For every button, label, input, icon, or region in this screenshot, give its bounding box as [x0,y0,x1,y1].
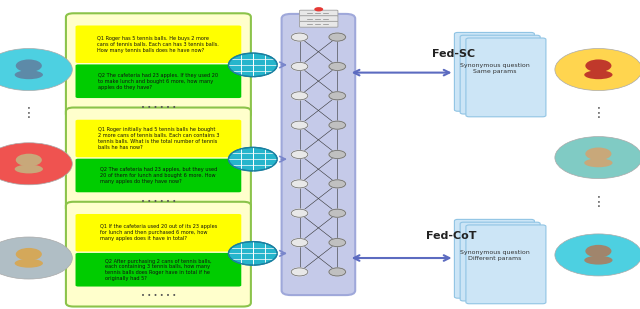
Text: ⋮: ⋮ [22,106,36,120]
FancyBboxPatch shape [466,225,546,304]
Circle shape [586,147,611,160]
FancyBboxPatch shape [282,14,355,295]
Circle shape [329,121,346,129]
Text: ⋮: ⋮ [591,106,605,120]
FancyBboxPatch shape [454,32,534,111]
Circle shape [291,180,308,188]
FancyBboxPatch shape [460,35,540,114]
Ellipse shape [15,165,43,173]
Text: Q2 The cafeteria had 23 apples, but they used
20 of them for lunch and bought 6 : Q2 The cafeteria had 23 apples, but they… [100,167,217,184]
Circle shape [228,147,277,171]
Circle shape [329,209,346,217]
Circle shape [16,154,42,166]
FancyBboxPatch shape [66,108,251,212]
FancyBboxPatch shape [466,38,546,117]
Circle shape [329,33,346,41]
FancyBboxPatch shape [66,13,251,118]
Text: • • • • • •: • • • • • • [141,104,176,111]
Ellipse shape [584,70,612,79]
Circle shape [586,59,611,72]
FancyBboxPatch shape [66,202,251,307]
Text: ⋮: ⋮ [591,195,605,210]
Circle shape [329,150,346,159]
Circle shape [0,237,72,279]
Circle shape [16,248,42,260]
Circle shape [555,137,640,179]
FancyBboxPatch shape [76,26,241,63]
FancyBboxPatch shape [76,159,241,192]
Text: • • • • • •: • • • • • • [141,293,176,299]
Circle shape [291,121,308,129]
Circle shape [0,49,72,91]
Circle shape [291,150,308,159]
Circle shape [291,268,308,276]
FancyBboxPatch shape [76,214,241,252]
Circle shape [291,62,308,70]
FancyBboxPatch shape [300,21,338,27]
Ellipse shape [584,159,612,167]
Text: Q2 After purchasing 2 cans of tennis balls,
each containing 3 tennis balls, how : Q2 After purchasing 2 cans of tennis bal… [105,259,212,281]
FancyBboxPatch shape [76,253,241,286]
Circle shape [555,49,640,91]
FancyBboxPatch shape [76,120,241,157]
Text: LLM: LLM [307,18,330,28]
Circle shape [555,234,640,276]
Circle shape [314,7,323,11]
FancyBboxPatch shape [300,10,338,16]
Circle shape [586,245,611,257]
Text: Q1 If the cafeteria used 20 out of its 23 apples
for lunch and then purchased 6 : Q1 If the cafeteria used 20 out of its 2… [100,224,217,241]
Circle shape [291,33,308,41]
FancyBboxPatch shape [300,16,338,22]
Circle shape [329,62,346,70]
Circle shape [228,242,277,265]
Circle shape [0,143,72,185]
Text: Synonymous question
Same params: Synonymous question Same params [460,63,529,74]
Circle shape [291,92,308,100]
Circle shape [291,239,308,247]
Circle shape [228,53,277,77]
Circle shape [291,209,308,217]
Text: Fed-SC: Fed-SC [432,49,475,59]
FancyBboxPatch shape [76,65,241,98]
FancyBboxPatch shape [454,219,534,298]
Text: • • • • • •: • • • • • • [141,199,176,205]
Text: Q2 The cafeteria had 23 apples. If they used 20
to make lunch and bought 6 more,: Q2 The cafeteria had 23 apples. If they … [99,73,218,90]
Circle shape [329,268,346,276]
Ellipse shape [15,70,43,79]
Circle shape [329,239,346,247]
Ellipse shape [15,259,43,268]
Text: Q1 Roger has 5 tennis balls. He buys 2 more
cans of tennis balls. Each can has 3: Q1 Roger has 5 tennis balls. He buys 2 m… [97,36,220,53]
Circle shape [329,180,346,188]
Text: Q1 Roger initially had 5 tennis balls he bought
2 more cans of tennis balls. Eac: Q1 Roger initially had 5 tennis balls he… [98,127,219,150]
Circle shape [16,59,42,72]
Text: Fed-CoT: Fed-CoT [426,231,476,241]
Ellipse shape [584,256,612,265]
FancyBboxPatch shape [460,222,540,301]
Circle shape [329,92,346,100]
Text: Synonymous question
Different params: Synonymous question Different params [460,250,529,261]
